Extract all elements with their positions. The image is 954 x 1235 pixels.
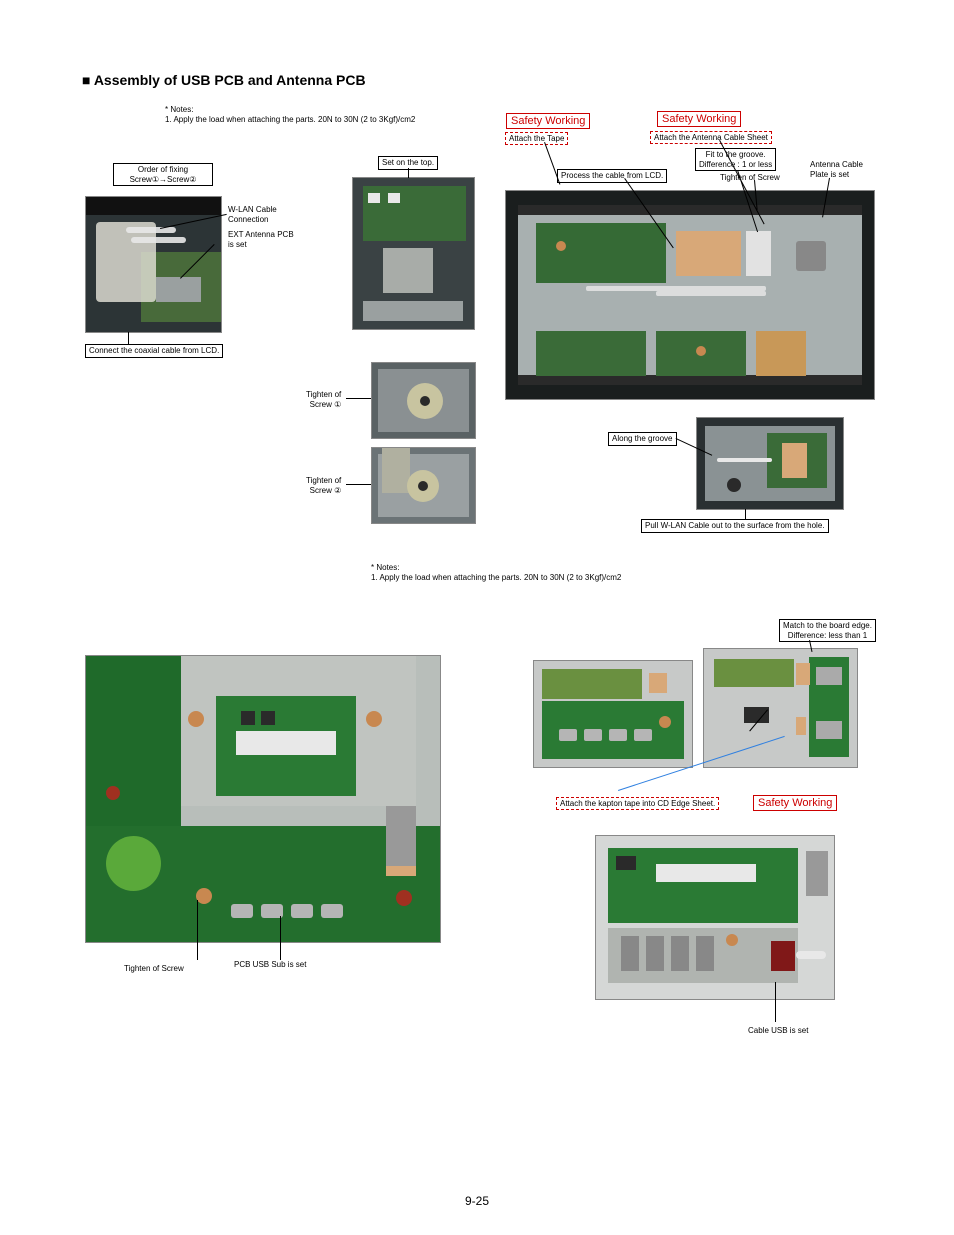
line-coax [128,332,129,344]
line-tighten2 [346,484,371,485]
line-cable-usb [775,982,776,1022]
page: ■ Assembly of USB PCB and Antenna PCB * … [0,0,954,1235]
photo-cable-usb [595,835,835,1000]
line-attach-tape [544,142,560,185]
photo-usb-sub1 [533,660,693,768]
safety-working-1: Safety Working [506,113,590,129]
wlan-conn-label: W-LAN Cable Connection [228,205,277,224]
pcb-usb-sub-label: PCB USB Sub is set [234,960,306,970]
tighten1-label: Tighten of Screw ① [306,390,341,409]
along-groove-box: Along the groove [608,432,677,446]
photo-wlan [85,196,222,333]
photo-groove [696,417,844,510]
safety-working-2: Safety Working [657,111,741,127]
line-pcb-usb [280,916,281,960]
antenna-plate-label: Antenna Cable Plate is set [810,160,863,179]
tighten-screw-b: Tighten of Screw [124,964,184,974]
line-tighten1 [346,398,371,399]
notes-line1: 1. Apply the load when attaching the par… [165,115,415,125]
safety-working-3: Safety Working [753,795,837,811]
notes-mid-star: * Notes: [371,563,621,573]
photo-set-top [352,177,475,330]
tighten-screw-top: Tighten of Screw [720,173,780,183]
photo-screw1 [371,362,476,439]
page-title: ■ Assembly of USB PCB and Antenna PCB [82,72,366,88]
match-board-box: Match to the board edge. Difference: les… [779,619,876,642]
notes-mid-line1: 1. Apply the load when attaching the par… [371,573,621,583]
attach-tape-box: Attach the Tape [505,132,568,145]
fit-groove-box: Fit to the groove. Difference : 1 or les… [695,148,776,171]
photo-mainboard [85,655,441,943]
notes-top: * Notes: 1. Apply the load when attachin… [165,105,415,126]
line-settop [408,168,409,178]
attach-kapton-box: Attach the kapton tape into CD Edge Shee… [556,797,719,810]
connect-coax-box: Connect the coaxial cable from LCD. [85,344,223,358]
line-tighten-b [197,900,198,960]
photo-screw2 [371,447,476,524]
cable-usb-label: Cable USB is set [748,1026,808,1036]
heading-text: ■ Assembly of USB PCB and Antenna PCB [82,72,366,88]
photo-chassis [505,190,875,400]
pull-wlan-box: Pull W-LAN Cable out to the surface from… [641,519,829,533]
notes-mid: * Notes: 1. Apply the load when attachin… [371,563,621,584]
line-pull-wlan [745,509,746,519]
order-fixing-box: Order of fixing Screw①→Screw② [113,163,213,186]
process-cable-box: Process the cable from LCD. [557,169,667,183]
page-number: 9-25 [465,1194,489,1208]
attach-antenna-sheet-box: Attach the Antenna Cable Sheet [650,131,772,144]
photo-usb-sub2 [703,648,858,768]
notes-star: * Notes: [165,105,415,115]
ext-ant-label: EXT Antenna PCB is set [228,230,294,249]
tighten2-label: Tighten of Screw ② [306,476,341,495]
